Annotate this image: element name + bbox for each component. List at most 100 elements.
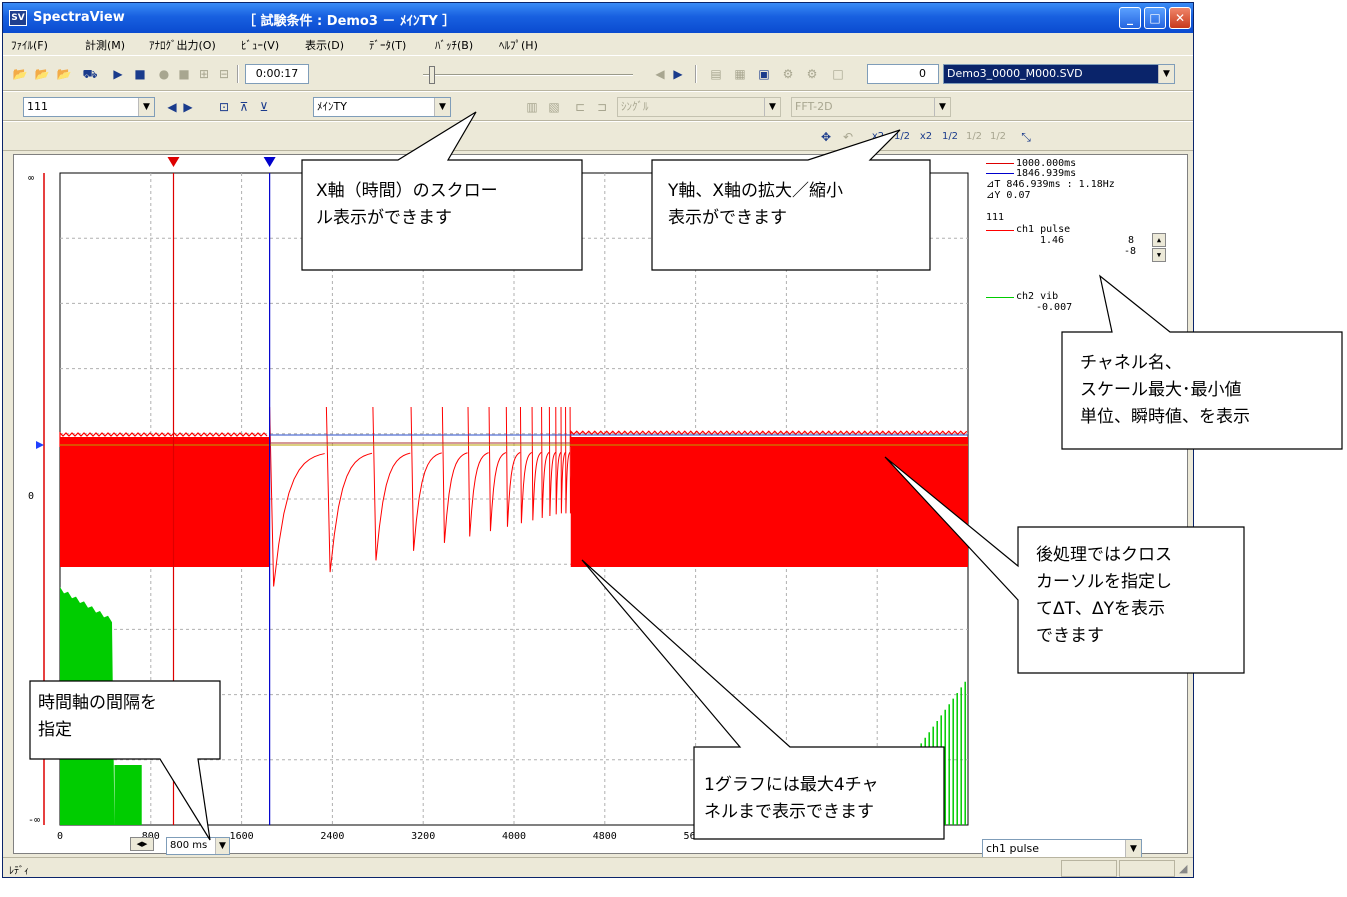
mode-select: ｼﾝｸﾞﾙ ▼ (617, 97, 781, 117)
ch1-noise-top-end (570, 429, 968, 447)
open-folder-3-icon[interactable]: 📂 (56, 67, 72, 81)
y-zoom-out-icon[interactable]: 1/2 (941, 131, 959, 142)
maximize-button[interactable]: □ (1144, 7, 1166, 29)
menu-help[interactable]: ﾍﾙﾌﾟ(H) (499, 39, 538, 52)
ch1-pulse (505, 406, 521, 527)
close-button[interactable]: ✕ (1169, 7, 1191, 29)
scale-up-button[interactable]: ▲ (1152, 233, 1166, 247)
channel-select[interactable]: ch1 pulse ▼ (982, 839, 1142, 859)
toolbar-graph: 111 ▼ ◀ ▶ ⊡ ⊼ ⊻ ﾒｲﾝTY ▼ ▥ ▧ ⊏ ⊐ ｼﾝｸﾞﾙ ▼ … (3, 91, 1193, 121)
graph-name-label: 111 (986, 212, 1005, 223)
ch1-pulse (441, 406, 468, 543)
cursor1-time: 1000.000ms (1016, 158, 1077, 169)
graph-window-icon[interactable]: ⊡ (218, 100, 230, 114)
channel-select-value: ch1 pulse (986, 842, 1040, 855)
menu-file[interactable]: ﾌｧｲﾙ(F) (11, 39, 48, 52)
graph-select-value: 111 (27, 100, 48, 113)
delta-t-readout: ⊿T 846.939ms : 1.18Hz (986, 179, 1115, 190)
chevron-down-icon[interactable]: ▼ (138, 98, 154, 116)
fit-all-icon[interactable]: ⤡ (1021, 130, 1031, 144)
callout-interval-text: 時間軸の間隔を 指定 (38, 693, 157, 740)
data-file-select[interactable]: Demo3_0000_M000.SVD ▼ (943, 64, 1175, 84)
chevron-down-icon[interactable]: ▼ (434, 98, 450, 116)
menu-batch[interactable]: ﾊﾞｯﾁ(B) (435, 39, 474, 52)
menu-data[interactable]: ﾃﾞｰﾀ(T) (369, 39, 407, 52)
ch1-value: 1.46 (1040, 235, 1065, 246)
callout-cursor-shape (884, 456, 1245, 674)
time-interval-value: 800 ms (170, 840, 208, 851)
line-chart-icon: ▧ (548, 100, 560, 114)
resize-grip-icon[interactable]: ◢ (1179, 862, 1188, 875)
undo-icon: ↶ (842, 130, 854, 144)
next-arrow-icon[interactable]: ▶ (673, 67, 683, 81)
status-pane (1061, 860, 1117, 877)
minimize-button[interactable]: _ (1119, 7, 1141, 29)
prev-graph-icon[interactable]: ◀ (167, 100, 177, 114)
x-tick-label: 800 (142, 831, 160, 842)
open-folder-icon[interactable]: 📂 (12, 67, 28, 81)
view-select[interactable]: ﾒｲﾝTY ▼ (313, 97, 451, 117)
ch1-pulse (325, 406, 373, 573)
cursor1-line-swatch (986, 163, 1014, 164)
time-interval-select[interactable]: 800 ms ▼ (166, 837, 230, 855)
graph-down-icon[interactable]: ⊻ (259, 100, 269, 114)
ch2-name: ch2 vib (1016, 291, 1059, 302)
chevron-down-icon[interactable]: ▼ (1125, 840, 1141, 858)
callout-maxch-shape (581, 559, 945, 840)
time-scroll-slider[interactable] (423, 66, 633, 84)
menu-bar: ﾌｧｲﾙ(F) 計測(M) ｱﾅﾛｸﾞ出力(O) ﾋﾞｭｰ(V) 表示(D) ﾃ… (3, 33, 1193, 55)
open-folder-2-icon[interactable]: 📂 (34, 67, 50, 81)
chevron-down-icon[interactable]: ▼ (215, 838, 229, 854)
ch1-pulse (560, 406, 566, 514)
ch1-pulse (269, 406, 325, 587)
graph-icon[interactable]: ▣ (758, 67, 770, 81)
ch1-pulse (410, 406, 442, 551)
slider-thumb[interactable] (429, 66, 435, 84)
toolbar-main: 📂 📂 📂 ⛟ ▶ ■ ● ■ ⊞ ⊟ 0:00:17 ◀ ▶ ▤ ▦ ▣ ⚙ … (3, 55, 1193, 91)
status-pane (1119, 860, 1175, 877)
menu-measure[interactable]: 計測(M) (85, 39, 126, 52)
next-graph-icon[interactable]: ▶ (183, 100, 193, 114)
scale-down-button[interactable]: ▼ (1152, 248, 1166, 262)
menu-analog-output[interactable]: ｱﾅﾛｸﾞ出力(O) (149, 39, 216, 52)
ch1-noise-top-start (59, 431, 268, 447)
analysis-select-value: FFT-2D (795, 100, 833, 113)
legend-panel: 1000.000ms 1846.939ms ⊿T 846.939ms : 1.1… (980, 155, 1180, 859)
toolbar-zoom: ✥ ↶ x2 1/2 x2 1/2 1/2 1/2 ⤡ (3, 121, 1193, 151)
menu-view[interactable]: ﾋﾞｭｰ(V) (241, 39, 280, 52)
menu-display[interactable]: 表示(D) (305, 39, 345, 52)
y-label-top: ∞ (28, 173, 34, 184)
toolbar-separator (237, 65, 239, 83)
status-bar: ﾚﾃﾞｨ ◢ (3, 857, 1193, 877)
play-icon[interactable]: ▶ (113, 67, 123, 81)
x-tick-label: 3200 (411, 831, 435, 842)
elapsed-time-display: 0:00:17 (245, 64, 309, 84)
car-icon[interactable]: ⛟ (82, 67, 98, 81)
x-zoom-out-icon[interactable]: 1/2 (893, 131, 911, 142)
graph-up-icon[interactable]: ⊼ (239, 100, 249, 114)
ch1-pulse (565, 406, 571, 514)
callout-interval-shape (29, 680, 221, 841)
interval-scroll-buttons[interactable]: ◀▶ (130, 837, 154, 851)
ch2-block-tail (114, 765, 142, 825)
data-file-select-value: Demo3_0000_M000.SVD (947, 67, 1083, 80)
settings-2-icon: ⚙ (806, 67, 818, 81)
x-zoom-in-icon[interactable]: x2 (871, 131, 885, 142)
title-bar[interactable]: SV SpectraView ［ 試験条件 : Demo3 － ﾒｲﾝTY ］ … (3, 3, 1193, 33)
ch2-line-swatch (986, 297, 1014, 298)
y-zoom-in-icon[interactable]: x2 (919, 131, 933, 142)
ch1-pulse (488, 406, 507, 532)
zoom-disabled-2-icon: 1/2 (989, 131, 1007, 142)
callout-zoom-shape (651, 129, 931, 271)
callout-maxch-text: 1グラフには最大4チャ ネルまで表示できます (704, 775, 879, 822)
app-icon: SV (9, 10, 27, 26)
graph-select[interactable]: 111 ▼ (23, 97, 155, 117)
prev-arrow-icon[interactable]: ◀ (655, 67, 665, 81)
move-icon[interactable]: ✥ (820, 130, 832, 144)
layout-icon: ▤ (710, 67, 722, 81)
stop-icon[interactable]: ■ (134, 67, 146, 81)
count-display: 0 (867, 64, 939, 84)
chevron-down-icon[interactable]: ▼ (1158, 65, 1174, 83)
layout-2-icon: ▦ (734, 67, 746, 81)
